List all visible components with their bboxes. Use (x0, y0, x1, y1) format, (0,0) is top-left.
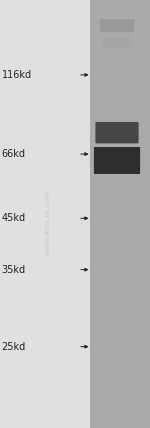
FancyBboxPatch shape (100, 19, 134, 32)
Text: 35kd: 35kd (2, 265, 26, 275)
Text: 45kd: 45kd (2, 213, 26, 223)
Text: WWW.PTGLAB.COM: WWW.PTGLAB.COM (45, 190, 51, 255)
Text: 25kd: 25kd (2, 342, 26, 352)
Bar (90, 0, 150, 428)
FancyBboxPatch shape (95, 122, 139, 143)
FancyBboxPatch shape (103, 37, 131, 48)
Text: 66kd: 66kd (2, 149, 26, 159)
Text: 116kd: 116kd (2, 70, 32, 80)
FancyBboxPatch shape (94, 147, 140, 174)
